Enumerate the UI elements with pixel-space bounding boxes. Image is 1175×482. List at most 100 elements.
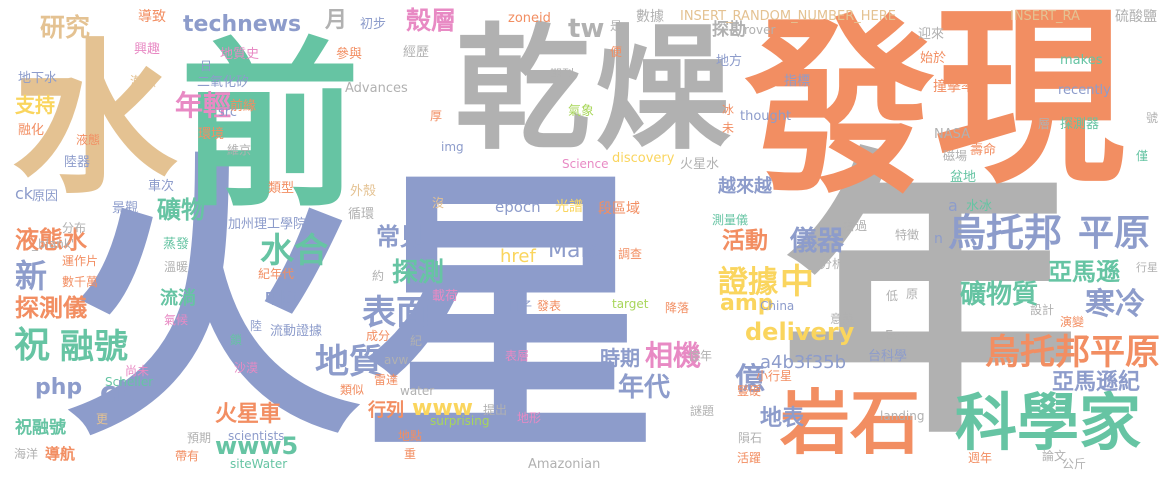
word-changjian: 常見 <box>376 223 424 251</box>
word-pendi: 盆地 <box>950 170 977 185</box>
word-yunzuopian: 運作片 <box>62 254 99 268</box>
word-yunshi: 隕石 <box>738 431 763 445</box>
word-yamaxunji: 亞馬遜紀 <box>1052 370 1141 395</box>
word-qian: 前 <box>180 23 361 232</box>
word-canyu: 參與 <box>336 47 363 62</box>
word-shangwei: 尚未 <box>125 364 150 378</box>
word-yi: 億 <box>735 362 765 397</box>
word-biaoceng: 表層 <box>505 349 530 363</box>
word-di: 低 <box>886 289 899 303</box>
word-cb: cb <box>100 375 137 408</box>
word-mei: 沒 <box>432 196 445 210</box>
word-daozhi: 導致 <box>138 9 166 25</box>
word-eva: Eva <box>885 329 909 344</box>
word-tichu: 提出 <box>483 403 508 417</box>
word-dixing: 地形 <box>517 411 542 425</box>
word-science: Science <box>562 157 609 171</box>
word-liutang: 流淌 <box>160 288 196 309</box>
word-n: n <box>934 231 943 247</box>
word-tw: tw <box>568 14 605 44</box>
word-makes: makes <box>1060 53 1103 68</box>
word-xingqi: 興趣 <box>134 42 161 57</box>
word-cichang: 磁場 <box>943 149 968 163</box>
word-dibiao: 地表 <box>760 406 805 431</box>
word-huo: 火 <box>62 127 362 476</box>
word-shiyu: 始於 <box>920 51 947 66</box>
word-kuangwu: 礦物 <box>157 196 205 224</box>
word-sheji: 設計 <box>1030 303 1055 317</box>
word-difang: 地方 <box>716 54 743 69</box>
word-xin: 新 <box>15 257 48 295</box>
word-avw: avw <box>384 353 409 367</box>
word-qikan: 期刊 <box>550 67 575 81</box>
word-zhuronghao: 祝融號 <box>15 418 66 438</box>
word-huanjing: 環境 <box>198 127 225 142</box>
word-mars: Mars <box>548 238 601 263</box>
word-hou: 厚 <box>430 109 443 123</box>
word-zhengqi: 蒸發 <box>163 237 190 252</box>
word-xian: 現 <box>935 0 1126 209</box>
word-hangji: 行列 <box>368 400 404 421</box>
word-yiyi: 意義 <box>830 312 855 326</box>
word-didian: 地點 <box>398 429 423 443</box>
word-a: a <box>948 196 958 215</box>
word-lu: 陸 <box>250 319 263 333</box>
word-hanleng: 寒冷 <box>1085 287 1145 322</box>
word-huoyue: 活躍 <box>737 451 762 465</box>
word-jingguan: 景觀 <box>112 201 139 216</box>
word-tankan: 探勘 <box>712 20 746 40</box>
word-luqi: 陸器 <box>64 155 91 170</box>
word-xiaoxingxing: 小行星 <box>756 369 793 383</box>
word-ronghua: 融化 <box>18 123 45 138</box>
word-niantqing: 年輕 <box>175 89 232 122</box>
word-target: target <box>612 297 649 311</box>
word-img: img <box>441 140 464 154</box>
word-water: water <box>400 384 435 398</box>
word-scheller: Scheller <box>105 375 154 389</box>
word-shuibing: 水冰 <box>966 199 993 214</box>
word-nasa: NASA <box>934 127 971 142</box>
word-wennuan: 溫暖 <box>164 260 189 274</box>
word-kexuejia: 科學家 <box>955 386 1142 459</box>
word-yuelaiyue: 越來越 <box>718 176 772 197</box>
word-fa: 發 <box>745 0 936 219</box>
word-ji: 紀 <box>410 334 423 348</box>
word-zoneid: zoneid <box>508 11 551 26</box>
word-daiyou: 帶有 <box>175 449 200 463</box>
word-yanshi: 岩石 <box>780 382 920 464</box>
word-scientists: scientists <box>228 429 285 443</box>
word-ceng: 層 <box>1038 117 1051 131</box>
word-suo: 鎖 <box>230 333 243 347</box>
word-yetaishui: 液態水 <box>15 226 87 254</box>
word-qianyuan: 前緣 <box>230 99 257 114</box>
word-haiyang: 海洋 <box>14 447 39 461</box>
word-dixiashui: 地下水 <box>18 71 58 86</box>
word-surprising: surprising <box>430 414 490 428</box>
word-niandai: 年代 <box>618 373 671 403</box>
word-huoxingche: 火星車 <box>215 402 282 427</box>
word-fenbu: 分布 <box>62 221 87 235</box>
word-gan: 乾 <box>455 11 590 168</box>
word-yiqi: 儀器 <box>790 226 844 257</box>
word-landing: landing <box>880 409 925 423</box>
word-gongchi: 公斤 <box>1062 457 1087 471</box>
word-epoch: epoch <box>495 198 541 216</box>
word-china: China <box>760 299 795 313</box>
word-daihang: 導航 <box>45 445 76 463</box>
word-cibing: 冰 <box>722 103 735 117</box>
word-shuqian: 數千萬 <box>62 275 99 289</box>
word-zhouyear: 週年 <box>968 451 993 465</box>
word-xunhuan: 循環 <box>348 207 375 222</box>
word-dizhi: 地質 <box>315 342 383 382</box>
word-jiniandai: 紀年代 <box>258 267 295 281</box>
word-hao: 號 <box>1146 111 1159 125</box>
word-rizi: 日子 <box>508 299 533 313</box>
word-shui: 水 <box>12 24 177 216</box>
word-shubi: 豎硬 <box>737 384 762 398</box>
word-yuan: 原 <box>906 287 919 301</box>
word-china_cn: 中國 <box>265 288 298 307</box>
word-tezheng: 特徵 <box>895 228 920 242</box>
word-ronghao: 融號 <box>60 327 128 367</box>
word-kanguo: 看過 <box>843 219 868 233</box>
